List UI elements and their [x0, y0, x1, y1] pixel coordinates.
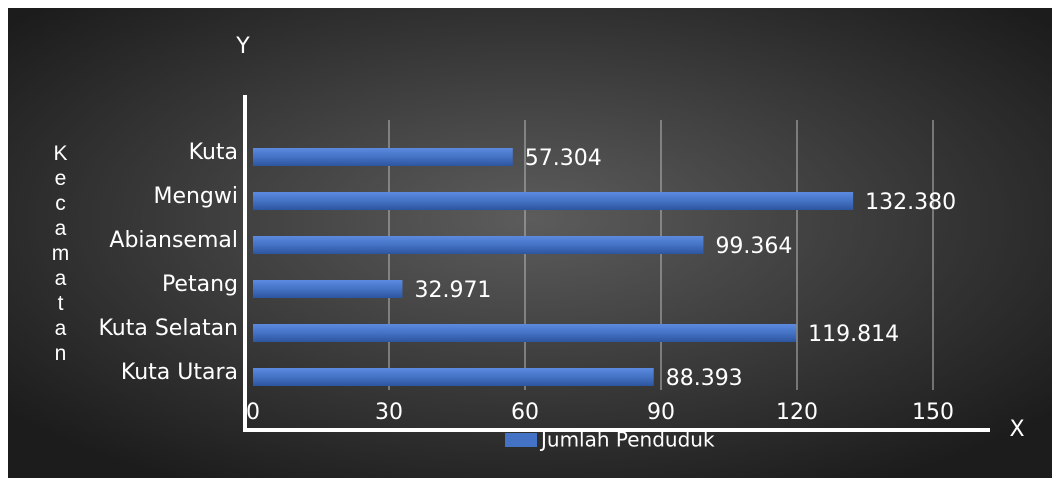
legend-swatch	[505, 433, 537, 447]
y-tick-label: Kuta Selatan	[98, 316, 238, 341]
value-label: 32.971	[414, 278, 491, 303]
y-tick-label: Abiansemal	[109, 228, 238, 253]
y-tick-label: Mengwi	[153, 184, 238, 209]
bar	[253, 148, 513, 166]
y-tick-label: Kuta	[189, 140, 238, 165]
value-label: 99.364	[715, 234, 792, 259]
value-label: 88.393	[666, 366, 743, 391]
legend-label: Jumlah Penduduk	[539, 428, 715, 452]
y-tick-label: Kuta Utara	[121, 360, 238, 385]
value-label: 119.814	[808, 322, 899, 347]
value-label: 132.380	[865, 190, 956, 215]
x-tick-label: 150	[912, 400, 954, 425]
bar	[253, 368, 654, 386]
x-tick-label: 30	[375, 400, 403, 425]
bar	[253, 280, 403, 298]
y-title: Kecamatan	[49, 142, 72, 367]
value-label: 57.304	[525, 146, 602, 171]
bar	[253, 192, 854, 210]
bar	[253, 324, 797, 342]
x-tick-label: 60	[511, 400, 539, 425]
y-tick-label: Petang	[162, 272, 238, 297]
x-tick-label: 0	[246, 400, 260, 425]
x-tick-label: 90	[647, 400, 675, 425]
bar	[253, 236, 704, 254]
x-axis-label: X	[1009, 417, 1024, 442]
y-axis-label: Y	[235, 34, 250, 59]
x-tick-label: 120	[776, 400, 818, 425]
